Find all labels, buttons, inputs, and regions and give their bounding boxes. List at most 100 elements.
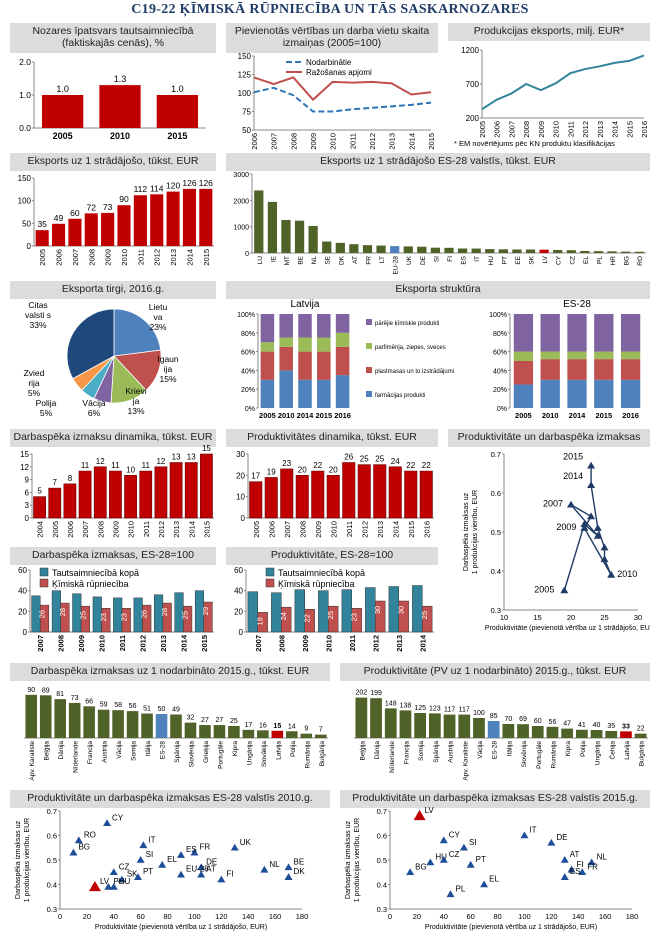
c10-bar	[295, 475, 309, 519]
c10-bar	[311, 470, 325, 519]
c14-bar	[242, 729, 255, 738]
pie-label: 5%	[40, 408, 53, 418]
chart-c1: 0.0 1.0 2.0 1.0 2005 1.3 2010 1.0 2015	[10, 50, 216, 150]
chart-c8-svg: ES-28 0% 20% 40% 60% 80% 100% 2005 2010 2014 2015 2…	[489, 299, 641, 420]
c7-bar-segment	[260, 351, 275, 380]
c13-bar	[341, 589, 352, 633]
c1-data-label: 1.0	[171, 84, 184, 94]
c9-ytick: 12	[20, 463, 29, 472]
c12-bar	[60, 602, 70, 633]
c14-data-label: 25	[230, 718, 238, 725]
c17-point-label: ES	[570, 867, 581, 876]
c14-data-label: 17	[244, 722, 252, 729]
c11-ytick: 0.7	[491, 450, 501, 459]
c12-legend-swatch	[39, 567, 49, 577]
c12-category-label: 2013	[159, 635, 168, 652]
c13-category-label: 2013	[395, 635, 404, 652]
c3-category-label: 2010	[552, 121, 561, 138]
c4-category-label: 2012	[153, 249, 162, 266]
c16-xtick: 20	[83, 912, 91, 921]
pie-label: Vācija	[82, 398, 105, 408]
c12-category-label: 2009	[77, 635, 86, 652]
c16-xtick: 80	[163, 912, 171, 921]
c5-category-label: RO	[637, 256, 644, 266]
c7-ytick: 60%	[241, 350, 255, 357]
c15-bar	[561, 728, 574, 738]
c16-point-marker	[177, 851, 185, 858]
c1-category-label: 2005	[53, 131, 73, 141]
c9-data-label: 10	[126, 465, 135, 474]
c4-ytick: 50	[22, 219, 31, 228]
c7-subtitle: Latvija	[291, 299, 320, 310]
c13-bar	[422, 605, 433, 633]
c14-category-label: ES-28	[160, 741, 167, 759]
c11-point-label: 2015	[563, 452, 583, 462]
c11-xtick: 25	[600, 613, 608, 622]
c9-bar	[63, 483, 77, 519]
c15-category-label: Slovēnija	[521, 741, 528, 768]
c8-bar-segment	[567, 314, 587, 352]
c4-bar	[199, 188, 213, 246]
c9-category-label: 2013	[172, 521, 181, 538]
c16-point-label: PT	[143, 867, 153, 876]
c14-bar	[54, 699, 66, 738]
c10-bar	[419, 470, 433, 519]
c5-bar	[349, 244, 359, 253]
c15-bar	[473, 718, 485, 738]
c12-bar	[80, 605, 90, 633]
c15-bar	[355, 697, 368, 738]
c17-ytick: 0.6	[377, 832, 387, 841]
c15-data-label: 22	[637, 726, 645, 733]
c1-ytick: 0.0	[19, 123, 31, 133]
pie-label: 15%	[159, 374, 176, 384]
c17-ytick: 0.3	[377, 905, 387, 914]
chart-c8: ES-28 0% 20% 40% 60% 80% 100% 2005 2010 2014 2015 2…	[476, 296, 650, 426]
c7-bar-segment	[335, 314, 350, 333]
c14-bar	[300, 733, 313, 738]
c5-bar	[376, 245, 386, 253]
c16-point-label: IT	[148, 835, 155, 844]
c11-point-marker	[600, 555, 609, 563]
c3-category-label: 2009	[537, 121, 546, 138]
c14-category-label: Apv. Karaliste	[29, 741, 36, 781]
c7-bar-segment	[279, 346, 293, 371]
c13-category-label: 2009	[301, 635, 310, 652]
chart-c5-svg: 0 1000 2000 3000 LU IE MT BE NL SE DK AT FR LT EU-28 UK…	[233, 172, 646, 274]
c8-bar-segment	[594, 314, 614, 352]
c14-category-label: Slovēnija	[188, 741, 195, 768]
c5-bar	[553, 249, 563, 253]
chart-c10: 0 10 20 30 17 2005 19 2006 23 2007 20 2008 22 2009 20 2…	[226, 444, 438, 544]
c16-point-label: BE	[294, 857, 305, 866]
c3-category-label: 2016	[640, 121, 649, 138]
c12-data-label: 28	[160, 608, 169, 616]
c7-legend-label: plastmasas un to izstrādājumi	[375, 369, 454, 375]
c12-ytick: 20	[18, 607, 27, 616]
c9-category-label: 2011	[142, 521, 151, 537]
c16-xlabel: Produktivitāte (pievienotā vērtība uz 1 …	[95, 924, 267, 931]
c15-data-label: 69	[519, 716, 527, 723]
c11-point-marker	[587, 481, 596, 488]
c7-legend-label: parfimērija, ziepes, sveces	[375, 345, 446, 351]
pie-label: Zvied	[24, 368, 45, 378]
c17-point-marker	[459, 843, 468, 851]
c17-point-marker	[567, 865, 576, 873]
c16-xtick: 140	[242, 912, 255, 921]
c11-point-marker	[600, 543, 609, 551]
c16-point-label: ES	[186, 845, 197, 854]
c13-category-label: 2012	[371, 635, 380, 652]
c10-category-label: 2005	[252, 521, 261, 538]
c11-point-label: 2007	[543, 499, 563, 509]
c14-category-label: Itālija	[145, 741, 152, 757]
c17-point-label: CY	[449, 830, 461, 839]
c16-point-marker	[103, 819, 112, 827]
c9-bar	[93, 466, 107, 519]
c15-category-label: Dānija	[374, 741, 381, 760]
c15-bar	[487, 721, 500, 738]
chart-c12: 0 20 40 60 26 2007 28 2008 25 2009 23 2010 23 2011 26 2…	[10, 562, 216, 660]
c16-xtick: 60	[136, 912, 144, 921]
c8-category-label: 2015	[595, 411, 612, 420]
c5-category-label: AT	[352, 256, 359, 264]
c5-category-label: MT	[284, 256, 291, 265]
chart-c17: 0.3 0.4 0.5 0.6 0.7 0 20 40 60 80 100 120 140 160 180 P…	[340, 805, 650, 938]
c5-category-label: EE	[515, 255, 522, 264]
